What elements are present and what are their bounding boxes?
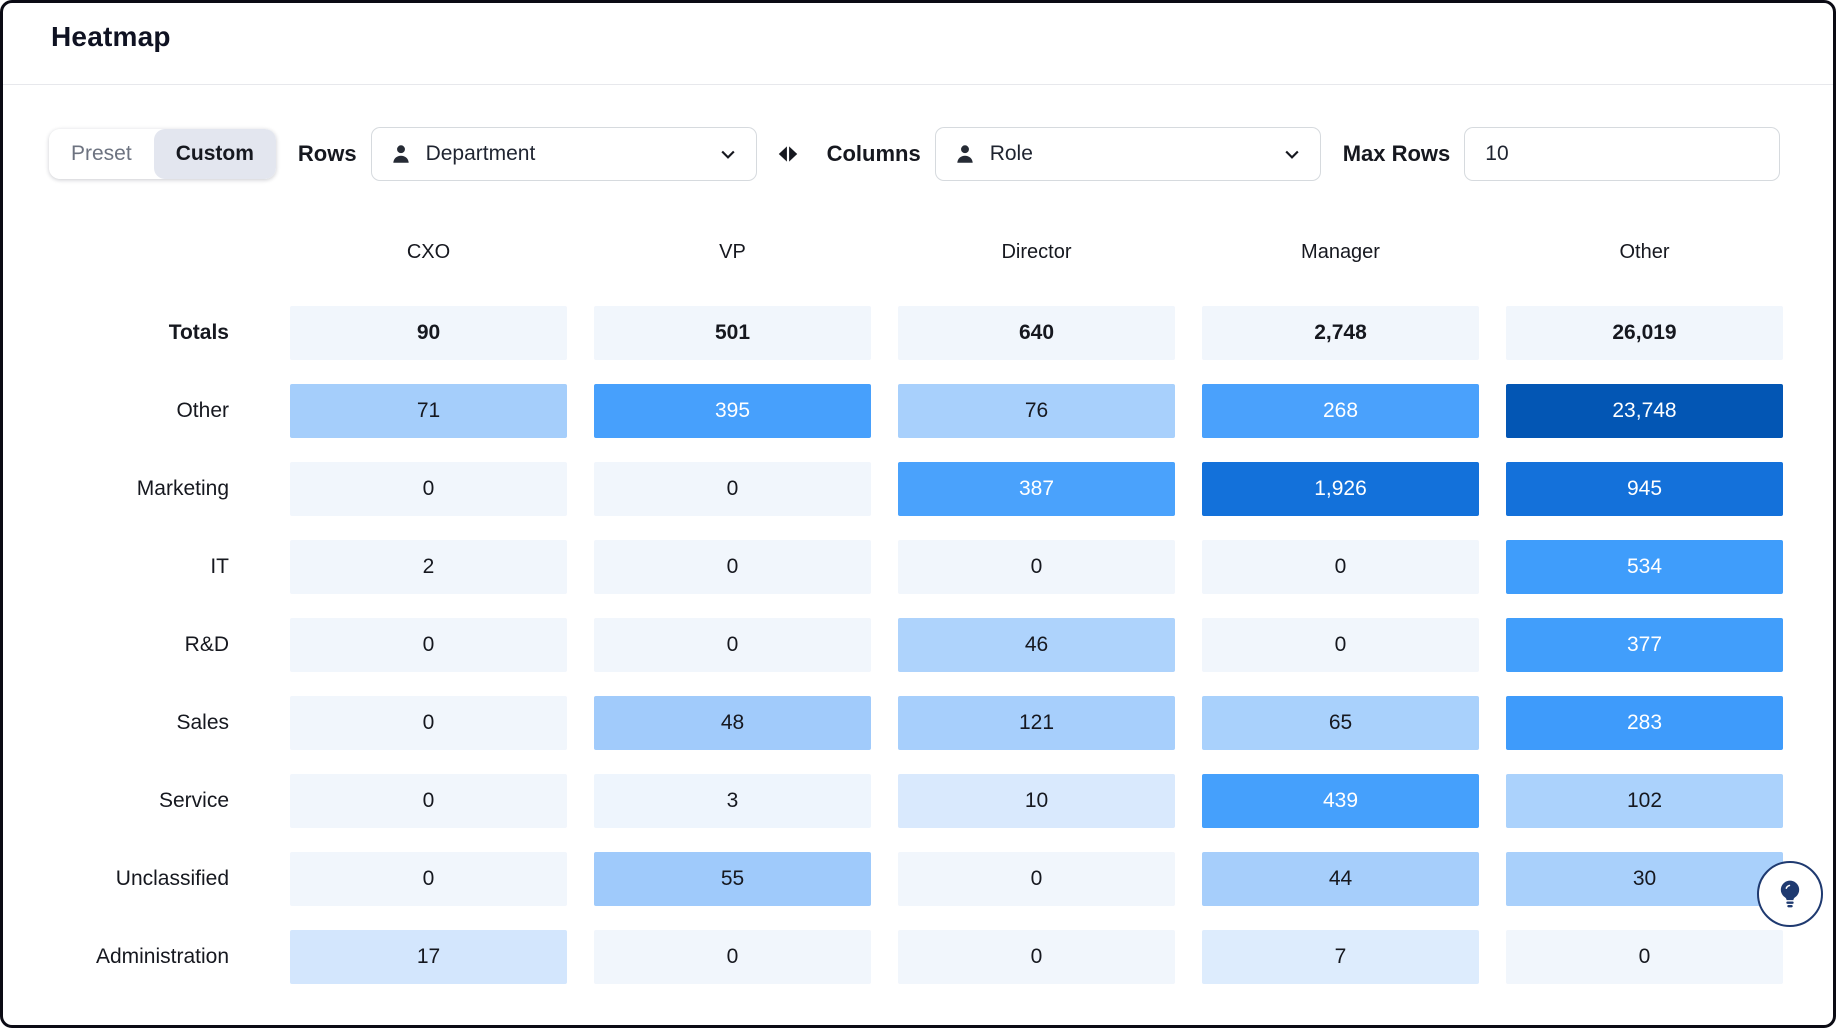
heatmap: CXO VP Director Manager Other Totals 90 501 640 2…: [49, 235, 1783, 984]
controls-bar: Preset Custom Rows Department Columns Ro…: [3, 127, 1833, 181]
max-rows-input[interactable]: [1464, 127, 1781, 181]
heatmap-cell[interactable]: 0: [898, 852, 1175, 906]
heatmap-cell[interactable]: 2,748: [1202, 306, 1479, 360]
heatmap-cell[interactable]: 0: [290, 618, 567, 672]
columns-select-value: Role: [989, 142, 1033, 165]
heatmap-cell[interactable]: 377: [1506, 618, 1783, 672]
row-label: Marketing: [136, 477, 229, 500]
heatmap-cell[interactable]: 0: [898, 930, 1175, 984]
heatmap-cell[interactable]: 439: [1202, 774, 1479, 828]
heatmap-cell[interactable]: 0: [1202, 618, 1479, 672]
row-label: Administration: [95, 945, 229, 968]
heatmap-cell[interactable]: 121: [898, 696, 1175, 750]
heatmap-cell[interactable]: 102: [1506, 774, 1783, 828]
row-label: R&D: [184, 633, 229, 656]
heatmap-cell[interactable]: 0: [594, 930, 871, 984]
heatmap-cell[interactable]: 3: [594, 774, 871, 828]
max-rows-label: Max Rows: [1342, 141, 1451, 166]
page-header: Heatmap: [3, 3, 1833, 85]
heatmap-cell[interactable]: 26,019: [1506, 306, 1783, 360]
mode-custom-button[interactable]: Custom: [153, 129, 276, 179]
heatmap-cell[interactable]: 268: [1202, 384, 1479, 438]
heatmap-cell[interactable]: 0: [290, 462, 567, 516]
heatmap-cell[interactable]: 30: [1506, 852, 1783, 906]
heatmap-cell[interactable]: 387: [898, 462, 1175, 516]
heatmap-cell[interactable]: 46: [898, 618, 1175, 672]
heatmap-cell[interactable]: 17: [290, 930, 567, 984]
row-label: Other: [176, 399, 229, 422]
heatmap-cell[interactable]: 0: [898, 540, 1175, 594]
row-label: IT: [210, 555, 229, 578]
heatmap-cell[interactable]: 76: [898, 384, 1175, 438]
heatmap-cell[interactable]: 640: [898, 306, 1175, 360]
heatmap-cell[interactable]: 0: [1202, 540, 1479, 594]
idea-fab-button[interactable]: [1757, 861, 1823, 927]
heatmap-cell[interactable]: 90: [290, 306, 567, 360]
heatmap-corner-spacer: [49, 235, 263, 269]
heatmap-cell[interactable]: 0: [290, 696, 567, 750]
person-icon: [954, 143, 976, 165]
heatmap-cell[interactable]: 534: [1506, 540, 1783, 594]
heatmap-cell[interactable]: 0: [594, 540, 871, 594]
column-header: CXO: [406, 240, 451, 263]
row-label: Totals: [168, 321, 229, 344]
heatmap-cell[interactable]: 48: [594, 696, 871, 750]
person-icon: [390, 143, 412, 165]
heatmap-cell[interactable]: 71: [290, 384, 567, 438]
heatmap-cell[interactable]: 1,926: [1202, 462, 1479, 516]
heatmap-cell[interactable]: 23,748: [1506, 384, 1783, 438]
chevron-down-icon: [1282, 144, 1302, 164]
rows-select-value: Department: [425, 142, 536, 165]
column-header: Manager: [1301, 240, 1380, 263]
heatmap-cell[interactable]: 945: [1506, 462, 1783, 516]
heatmap-cell[interactable]: 0: [594, 618, 871, 672]
columns-label: Columns: [826, 141, 921, 166]
column-header: Other: [1619, 240, 1670, 263]
heatmap-cell[interactable]: 283: [1506, 696, 1783, 750]
heatmap-cell[interactable]: 0: [594, 462, 871, 516]
row-label: Service: [158, 789, 229, 812]
rows-select[interactable]: Department: [370, 127, 757, 181]
column-header: Director: [1001, 240, 1072, 263]
column-header: VP: [719, 240, 746, 263]
heatmap-cell[interactable]: 65: [1202, 696, 1479, 750]
heatmap-cell[interactable]: 55: [594, 852, 871, 906]
heatmap-cell[interactable]: 2: [290, 540, 567, 594]
heatmap-cell[interactable]: 10: [898, 774, 1175, 828]
heatmap-cell[interactable]: 0: [290, 852, 567, 906]
page-title: Heatmap: [51, 20, 171, 52]
heatmap-cell[interactable]: 395: [594, 384, 871, 438]
heatmap-cell[interactable]: 7: [1202, 930, 1479, 984]
chevron-down-icon: [718, 144, 738, 164]
swap-horizontal-icon[interactable]: [775, 141, 801, 167]
heatmap-grid: CXO VP Director Manager Other Totals 90 501 640 2…: [49, 235, 1783, 984]
rows-label: Rows: [297, 141, 357, 166]
heatmap-cell[interactable]: 0: [1506, 930, 1783, 984]
heatmap-cell[interactable]: 501: [594, 306, 871, 360]
mode-toggle: Preset Custom: [49, 129, 276, 179]
heatmap-cell[interactable]: 0: [290, 774, 567, 828]
lightbulb-icon: [1773, 877, 1807, 911]
mode-preset-button[interactable]: Preset: [49, 129, 154, 179]
row-label: Sales: [176, 711, 229, 734]
heatmap-cell[interactable]: 44: [1202, 852, 1479, 906]
row-label: Unclassified: [115, 867, 229, 890]
columns-select[interactable]: Role: [934, 127, 1321, 181]
